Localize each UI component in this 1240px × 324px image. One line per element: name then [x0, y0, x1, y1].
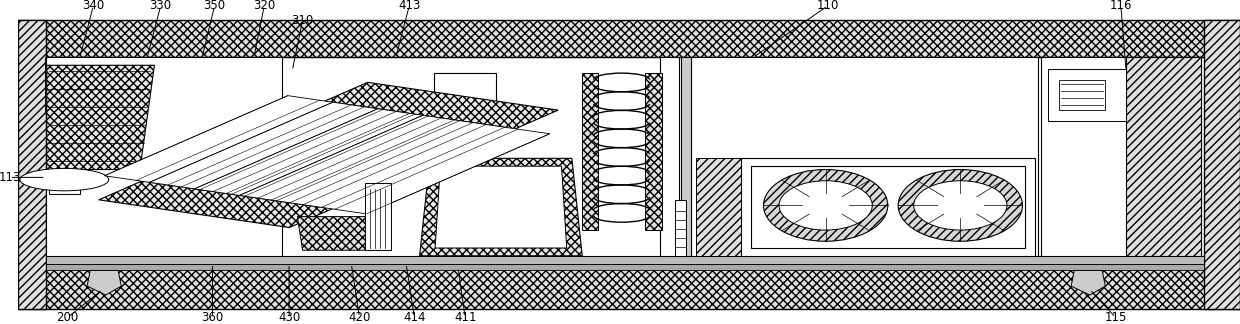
Bar [434, 73, 496, 125]
Polygon shape [47, 65, 155, 169]
Text: 116: 116 [1110, 0, 1132, 12]
Text: 320: 320 [253, 0, 275, 12]
Bar [46, 57, 281, 256]
Bar [365, 183, 391, 250]
Bar [583, 73, 598, 230]
Text: 413: 413 [398, 0, 420, 12]
Polygon shape [696, 158, 740, 256]
Text: 115: 115 [1105, 311, 1127, 324]
Polygon shape [87, 271, 122, 295]
Bar [1048, 69, 1126, 121]
Text: 360: 360 [201, 311, 223, 324]
Polygon shape [239, 115, 549, 214]
Polygon shape [46, 256, 281, 267]
Text: 414: 414 [403, 311, 425, 324]
Bar [646, 73, 662, 230]
Text: 113: 113 [0, 171, 21, 184]
Bar [46, 256, 1204, 264]
Polygon shape [419, 158, 583, 256]
Bar [681, 57, 691, 256]
Bar [676, 200, 686, 256]
Text: 411: 411 [454, 311, 476, 324]
Ellipse shape [764, 169, 888, 241]
Bar [1204, 20, 1240, 308]
Polygon shape [150, 102, 460, 201]
Polygon shape [46, 57, 105, 113]
Polygon shape [435, 166, 567, 248]
Bar [691, 57, 1038, 256]
Bar [48, 166, 79, 194]
Text: 430: 430 [278, 311, 300, 324]
Bar [660, 57, 678, 256]
Polygon shape [298, 217, 370, 250]
Ellipse shape [914, 181, 1007, 230]
Text: 350: 350 [203, 0, 226, 12]
Polygon shape [99, 82, 558, 227]
Bar [17, 20, 1240, 57]
Text: 110: 110 [817, 0, 839, 12]
Polygon shape [1071, 271, 1105, 295]
Bar [17, 20, 46, 308]
Bar [17, 259, 1240, 308]
Ellipse shape [898, 169, 1023, 241]
Polygon shape [195, 109, 505, 207]
Text: 420: 420 [348, 311, 371, 324]
Bar [46, 264, 1204, 271]
Bar [1126, 57, 1200, 256]
Bar [740, 158, 1035, 256]
Circle shape [20, 168, 109, 191]
Bar [751, 166, 1024, 248]
Text: 310: 310 [291, 14, 314, 27]
Polygon shape [104, 96, 415, 194]
Ellipse shape [779, 181, 872, 230]
Bar [1059, 80, 1105, 110]
Bar [1042, 57, 1200, 256]
Text: 200: 200 [56, 311, 78, 324]
Text: 340: 340 [82, 0, 104, 12]
Text: 330: 330 [150, 0, 171, 12]
